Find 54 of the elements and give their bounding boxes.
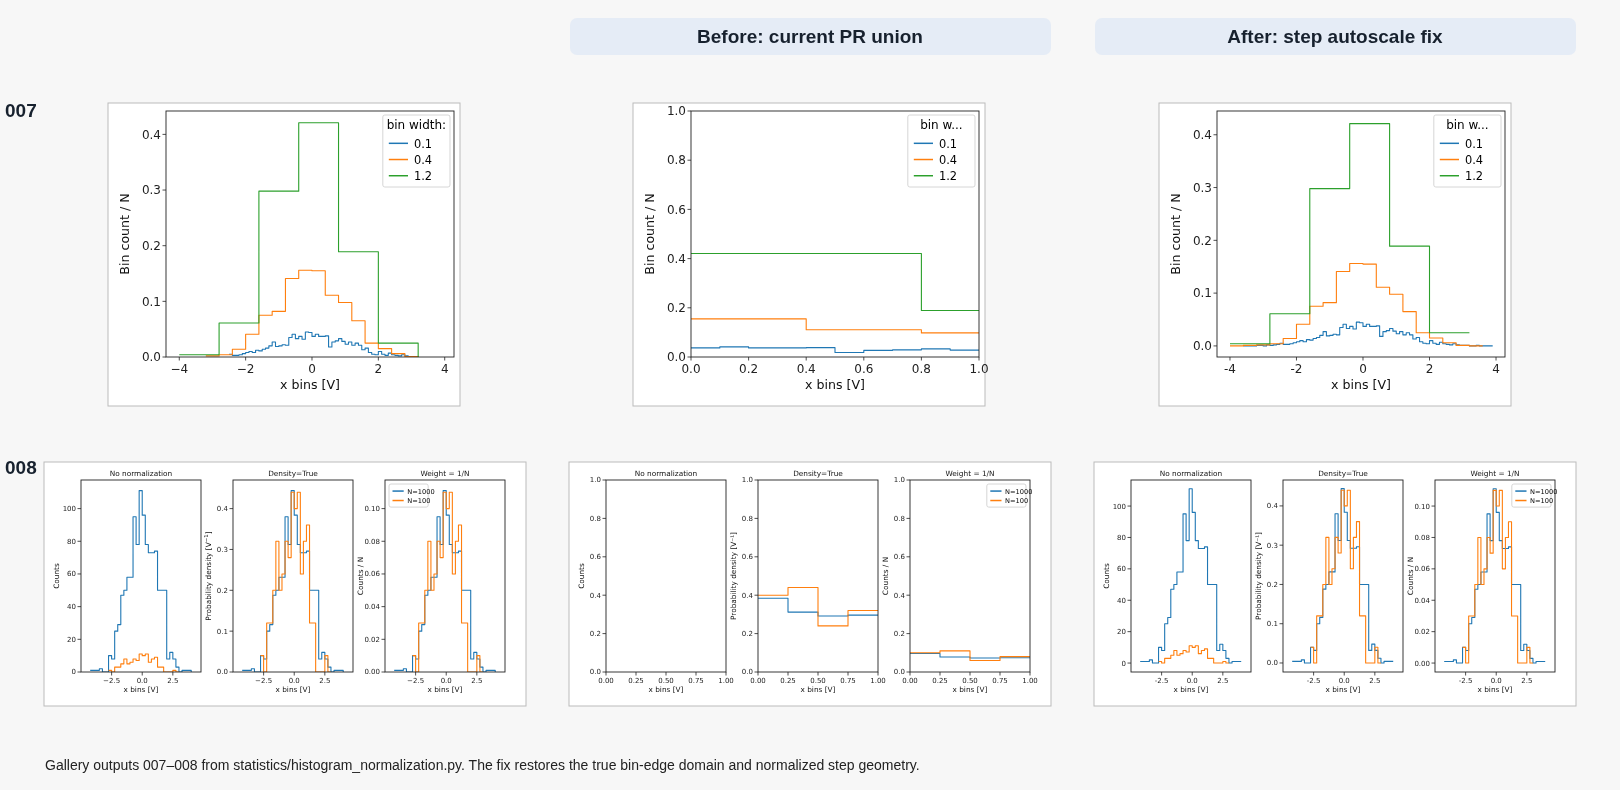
legend-label: 0.4 — [1465, 152, 1484, 167]
x-tick-label: 1.0 — [969, 362, 989, 376]
x-axis-title: x bins [V] — [805, 376, 865, 392]
y-tick-label: 0.3 — [1192, 180, 1212, 195]
x-tick-label: -2 — [1290, 362, 1303, 376]
text: 007 — [5, 100, 37, 121]
y-tick-label: 0.1 — [141, 294, 161, 309]
legend-label: 0.1 — [939, 136, 958, 151]
x-tick-label: 0 — [1359, 362, 1367, 376]
y-tick-label: 0.4 — [1192, 127, 1212, 142]
x-tick-label: 0 — [308, 362, 316, 376]
x-tick-label: 0.0 — [681, 362, 701, 376]
legend-title: bin w... — [1446, 117, 1489, 132]
x-tick-label: −2 — [236, 362, 255, 376]
text: Gallery outputs 007–008 from statistics/histogram_normalization.py. The fix restores the true bin-edge domain and normalized step geometry. — [45, 757, 920, 773]
x-tick-label: −4 — [170, 362, 189, 376]
y-tick-label: 0.4 — [141, 127, 161, 142]
x-tick-label: 0.6 — [854, 362, 874, 376]
x-axis-title: x bins [V] — [1331, 376, 1391, 392]
y-axis-title: Bin count / N — [641, 193, 657, 275]
x-axis-title: x bins [V] — [280, 376, 340, 392]
legend-label: 0.4 — [939, 152, 958, 167]
y-tick-label: 0.0 — [141, 350, 161, 365]
x-tick-label: 2 — [374, 362, 383, 376]
x-tick-label: 0.8 — [911, 362, 931, 376]
legend-label: 1.2 — [939, 168, 958, 183]
y-tick-label: 0.2 — [141, 238, 161, 253]
legend-label: 0.1 — [1465, 136, 1484, 151]
y-tick-label: 0.3 — [141, 183, 161, 198]
y-tick-label: 0.2 — [666, 301, 686, 315]
legend-label: 1.2 — [1465, 168, 1484, 183]
y-tick-label: 0.2 — [1192, 233, 1212, 248]
y-tick-label: 0.6 — [666, 202, 686, 217]
legend-label: 0.4 — [414, 152, 433, 167]
y-tick-label: 0.0 — [1192, 339, 1212, 354]
x-tick-label: 4 — [440, 362, 449, 376]
x-tick-label: 0.4 — [796, 362, 816, 376]
y-tick-label: 0.0 — [666, 350, 686, 365]
text: After: step autoscale fix — [1227, 26, 1444, 47]
legend-label: 0.1 — [414, 136, 433, 151]
legend-label: 1.2 — [414, 168, 433, 183]
legend-title: bin width: — [386, 117, 447, 132]
y-axis-title: Bin count / N — [1167, 193, 1183, 275]
y-tick-label: 1.0 — [666, 104, 686, 119]
y-tick-label: 0.4 — [666, 251, 686, 266]
legend-title: bin w... — [920, 117, 963, 132]
x-tick-label: 2 — [1425, 362, 1434, 376]
y-axis-title: Bin count / N — [116, 193, 132, 275]
text: Before: current PR union — [697, 26, 923, 47]
y-tick-label: 0.8 — [666, 153, 686, 168]
text: 008 — [5, 457, 37, 478]
y-tick-label: 0.1 — [1192, 286, 1212, 301]
x-tick-label: -4 — [1223, 362, 1236, 376]
x-tick-label: 4 — [1492, 362, 1500, 376]
